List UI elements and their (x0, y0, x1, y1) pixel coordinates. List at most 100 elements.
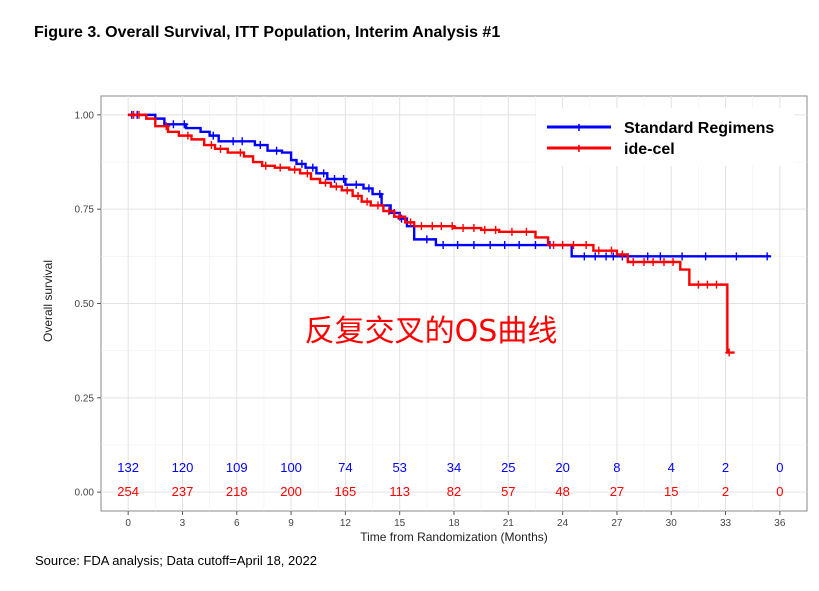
censor-mark (486, 241, 495, 250)
x-tick-label: 30 (666, 518, 678, 529)
risk-count: 74 (338, 460, 352, 475)
legend-label-idecel: ide-cel (624, 141, 675, 158)
censor-mark (453, 241, 462, 250)
risk-count: 20 (555, 460, 569, 475)
censor-mark (216, 144, 225, 153)
censor-mark (701, 252, 710, 261)
censor-mark (607, 246, 616, 255)
censor-mark (290, 165, 299, 174)
censor-mark (712, 280, 721, 289)
censor-mark (354, 191, 363, 200)
censor-mark (569, 241, 578, 250)
censor-mark (209, 131, 218, 140)
risk-count: 237 (172, 484, 194, 499)
censor-mark (629, 258, 638, 266)
y-tick-label: 0.00 (75, 488, 95, 499)
risk-count: 25 (501, 460, 515, 475)
censor-mark (332, 182, 341, 191)
risk-count: 57 (501, 484, 515, 499)
censor-mark (303, 169, 312, 178)
risk-count: 27 (610, 484, 624, 499)
censor-mark (183, 131, 192, 140)
x-tick-label: 36 (774, 518, 786, 529)
censor-mark (763, 252, 772, 261)
censor-mark (459, 224, 468, 233)
censor-mark (135, 110, 144, 119)
censor-mark (515, 241, 524, 250)
censor-mark (531, 241, 540, 250)
censor-mark (549, 241, 558, 250)
x-tick-label: 3 (180, 518, 186, 529)
censor-mark (352, 180, 361, 189)
y-axis-label: Overall survival (41, 260, 55, 342)
censor-mark (238, 137, 247, 146)
risk-count: 4 (668, 460, 675, 475)
censor-mark (363, 197, 372, 206)
censor-mark (500, 241, 509, 250)
censor-mark (694, 280, 703, 289)
risk-count: 100 (280, 460, 302, 475)
x-tick-label: 0 (125, 518, 131, 529)
censor-mark (339, 175, 348, 183)
censor-mark (236, 148, 245, 157)
censor-mark (428, 222, 437, 231)
censor-mark (180, 120, 189, 129)
censor-mark (669, 258, 678, 266)
axes: 0 3 6 9 12 15 18 21 24 27 30 33 360.000.250.500.751.… (75, 110, 786, 529)
censor-mark (448, 222, 457, 231)
censor-mark (321, 178, 330, 187)
x-tick-label: 12 (340, 518, 352, 529)
source-note: Source: FDA analysis; Data cutoff=April … (35, 553, 317, 568)
risk-count: 132 (117, 460, 139, 475)
x-tick-label: 21 (503, 518, 515, 529)
censor-mark (384, 207, 393, 216)
legend-marker-idecel: + (575, 140, 583, 156)
censor-mark (656, 252, 665, 261)
x-tick-label: 24 (557, 518, 569, 529)
censor-mark (640, 258, 649, 266)
risk-count: 254 (117, 484, 139, 499)
censor-mark (678, 252, 687, 261)
censor-mark (229, 137, 238, 146)
censor-mark (422, 235, 431, 244)
censor-mark (609, 252, 618, 261)
risk-count: 120 (172, 460, 194, 475)
risk-count: 0 (776, 460, 783, 475)
censor-mark (437, 222, 446, 231)
x-tick-label: 6 (234, 518, 240, 529)
censor-mark (659, 258, 668, 266)
y-tick-label: 0.75 (75, 205, 95, 216)
x-tick-label: 27 (611, 518, 623, 529)
y-tick-label: 0.25 (75, 393, 95, 404)
censor-mark (395, 212, 404, 221)
censor-mark (732, 252, 741, 261)
censor-mark (725, 348, 734, 357)
overlay-annotation: 反复交叉的OS曲线 (305, 314, 558, 349)
legend-box (536, 108, 794, 166)
censor-mark (558, 241, 567, 250)
y-tick-label: 1.00 (75, 110, 95, 121)
censor-mark (507, 227, 516, 236)
censor-mark (618, 250, 627, 259)
censor-mark (602, 252, 611, 261)
censor-mark (439, 241, 448, 250)
risk-count: 165 (335, 484, 357, 499)
censor-mark (643, 252, 652, 261)
censor-mark (207, 141, 216, 150)
risk-count: 8 (613, 460, 620, 475)
legend-marker-standard: + (575, 119, 583, 135)
risk-count: 53 (392, 460, 406, 475)
censor-mark (375, 190, 384, 199)
censor-mark (582, 241, 591, 250)
censor-mark (162, 122, 171, 131)
censor-mark (256, 141, 265, 150)
censor-mark (406, 218, 415, 227)
censor-mark (703, 280, 712, 289)
x-tick-label: 15 (394, 518, 406, 529)
censor-mark (469, 241, 478, 250)
x-tick-label: 9 (288, 518, 294, 529)
y-tick-label: 0.50 (75, 299, 95, 310)
legend: + Standard Regimens + ide-cel (536, 108, 794, 166)
